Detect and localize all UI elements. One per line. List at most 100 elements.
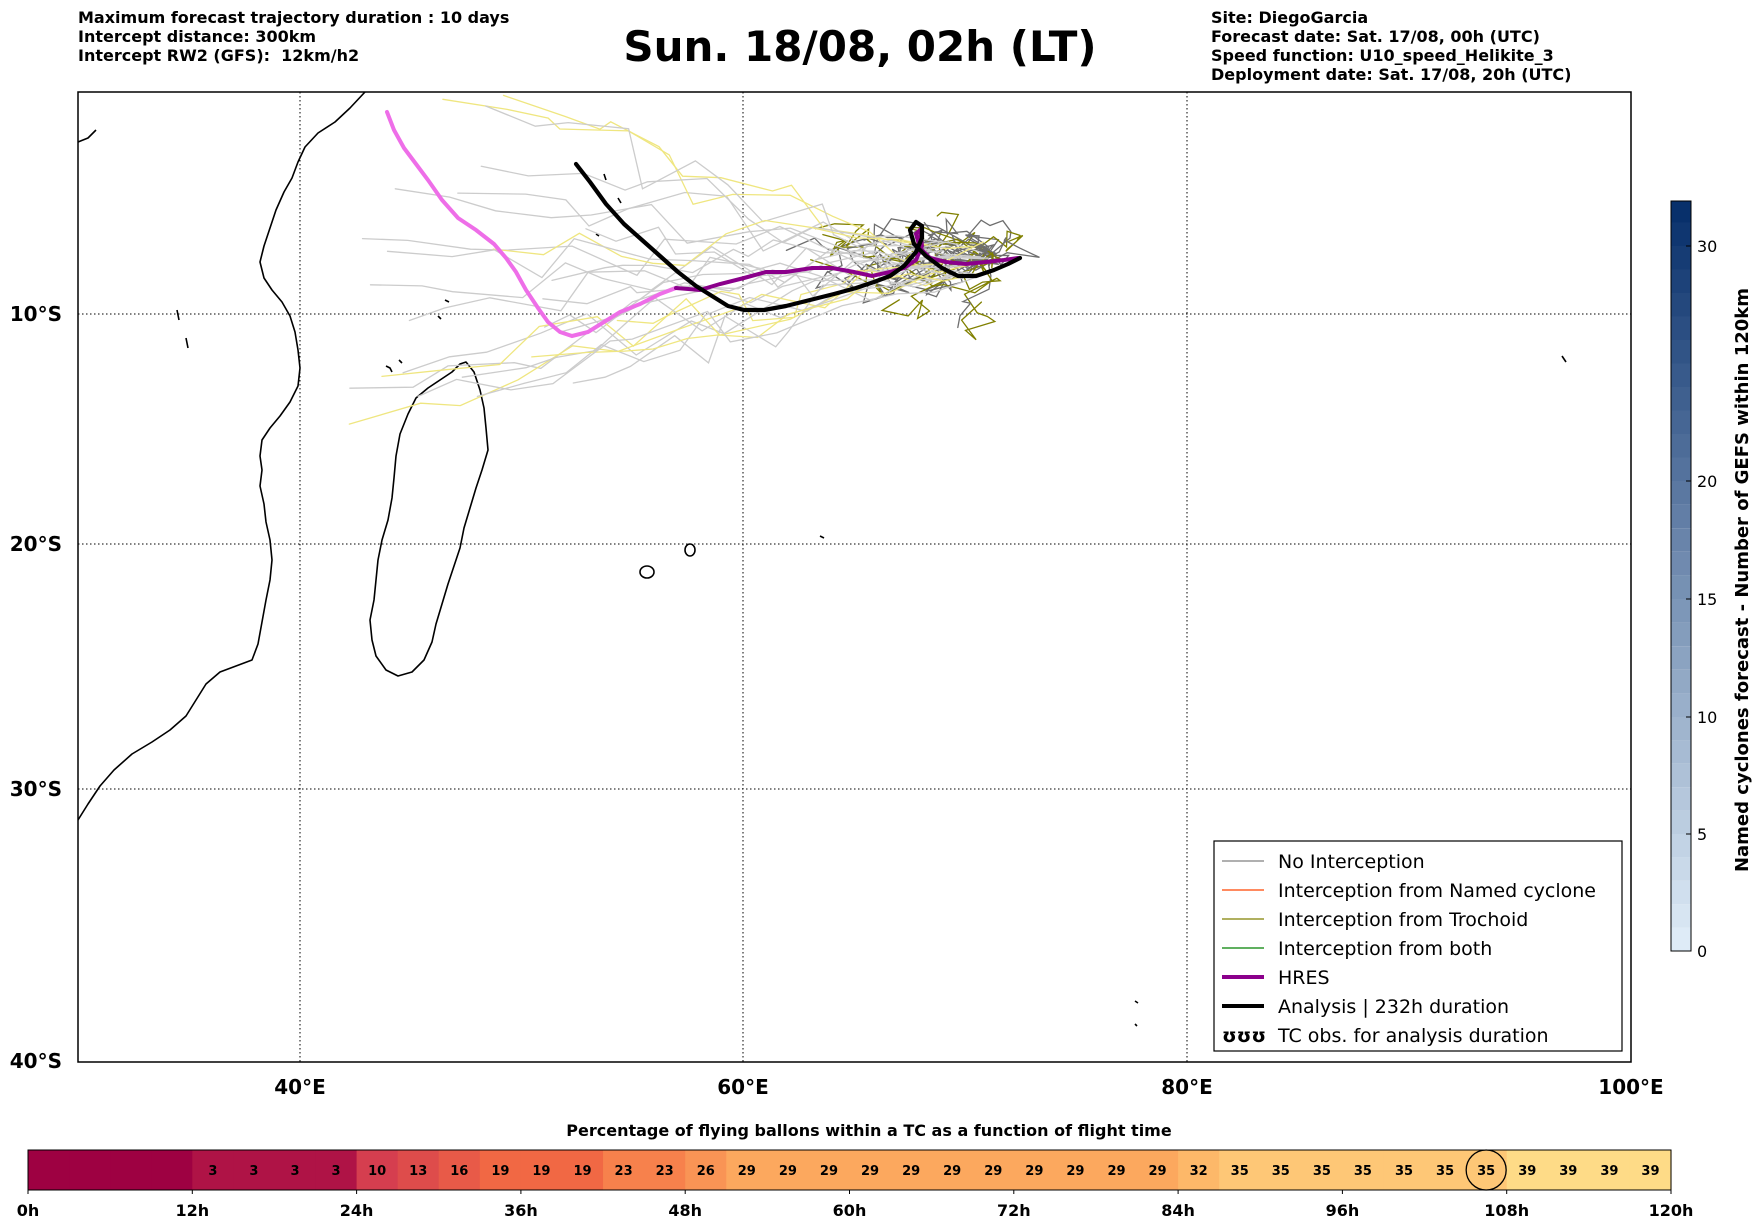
ensemble-trajectory [542,249,951,305]
current-time-marker [1465,1149,1507,1191]
percentage-value: 29 [779,1164,797,1179]
percentage-cell [931,1150,974,1190]
legend-item: Interception from Trochoid [1222,909,1528,931]
percentage-cell [233,1150,276,1190]
colorbar-tick-label: 30 [1697,237,1717,256]
lat-label-40s: 40°S [10,1049,62,1073]
colorbar-segment [1671,363,1691,387]
tc-symbol-icon: ʊʊʊ [1222,1025,1266,1047]
percentage-cell [1383,1150,1426,1190]
time-tick-label: 60h [833,1201,867,1220]
coastlines [78,92,1567,1027]
legend-label: Interception from both [1278,938,1492,960]
percentage-value: 29 [1107,1164,1125,1179]
legend-label: HRES [1278,967,1330,989]
colorbar-segment [1671,622,1691,647]
forecast-date-text: Forecast date: Sat. 17/08, 00h (UTC) [1211,27,1540,46]
named-cyclones-colorbar: 0 5 10 15 20 30 [1670,200,1717,961]
colorbar-segment [1671,669,1691,694]
percentage-cell [849,1150,892,1190]
ensemble-trajectory [386,237,981,284]
site-text: Site: DiegoGarcia [1211,8,1369,27]
comoros [385,359,403,373]
percentage-cell [1588,1150,1631,1190]
percentage-value: 3 [249,1164,258,1179]
colorbar-segment [1671,693,1691,717]
percentage-value: 29 [984,1164,1002,1179]
percentage-cell [479,1150,522,1190]
gridlines [78,92,1631,1062]
ensemble-trajectory [442,98,941,274]
percentage-value: 26 [697,1164,715,1179]
colorbar-segment [1671,880,1691,905]
colorbar-segment [1671,551,1691,576]
percentage-value: 39 [1641,1164,1659,1179]
colorbar-segment [1671,457,1691,481]
percentage-cell [1342,1150,1385,1190]
legend-label: Analysis | 232h duration [1278,996,1509,1018]
percentage-value: 23 [656,1164,674,1179]
forecast-parameters: Maximum forecast trajectory duration : 1… [78,8,509,65]
percentage-value: 39 [1600,1164,1618,1179]
percentage-cell [685,1150,727,1190]
colorbar-frame [1670,200,1692,952]
lon-label-40e: 40°E [274,1075,326,1099]
percentage-cell [644,1150,686,1190]
colorbar-segment [1671,269,1691,293]
africa-coastline [78,92,366,821]
ensemble-trajectory [878,243,995,271]
ensemble-trajectory [408,241,950,322]
percentage-cell [1178,1150,1220,1190]
colorbar-segment [1671,340,1691,364]
percentage-value: 10 [368,1164,386,1179]
legend-box [1213,840,1623,1052]
colorbar-segment [1671,246,1691,270]
colorbar-tick-label: 5 [1697,825,1707,844]
percentage-cell [1137,1150,1179,1190]
time-tick-label: 48h [668,1201,702,1220]
percentage-cell [438,1150,481,1190]
percentage-cell [603,1150,645,1190]
colorbar-segment [1671,316,1691,340]
percentage-value: 29 [861,1164,879,1179]
ensemble-trajectory [394,188,985,260]
percentage-value: 35 [1477,1164,1495,1179]
percentage-cell [520,1150,563,1190]
madagascar-coastline [369,361,489,677]
percentage-cell [808,1150,851,1190]
colorbar-right-label: Named cyclones forecast - Number of GEFS… [1732,288,1753,872]
amsterdam-island [1134,1000,1139,1027]
percentage-cell [69,1150,111,1190]
colorbar-segment [1671,575,1691,599]
legend-item: ʊʊʊ TC obs. for analysis duration [1222,1025,1549,1047]
legend-item: Interception from Named cyclone [1222,880,1596,902]
mauritius [639,565,655,579]
percentage-cell [1054,1150,1097,1190]
legend-item: No Interception [1222,851,1425,873]
colorbar-tick-label: 15 [1697,590,1717,609]
percentage-value: 29 [1025,1164,1043,1179]
time-tick-label: 72h [997,1201,1031,1220]
lon-label-80e: 80°E [1161,1075,1213,1099]
eastern-island [1561,355,1567,363]
percentage-cell [1629,1150,1672,1190]
ensemble-trajectory [880,261,981,320]
site-info: Site: DiegoGarcia Forecast date: Sat. 17… [1211,8,1571,84]
map-frame [77,91,1632,1063]
percentage-cell [356,1150,399,1190]
analysis-trajectory [573,161,1023,313]
ensemble-trajectory [966,219,1012,266]
percentage-value: 16 [450,1164,468,1179]
percentage-value: 23 [615,1164,633,1179]
legend-label: Interception from Named cyclone [1278,880,1596,902]
percentage-cell [151,1150,193,1190]
percentage-cell [110,1150,152,1190]
percentage-cell [1219,1150,1261,1190]
time-tick-label: 36h [504,1201,538,1220]
ensemble-trajectory [960,260,1002,341]
ensemble-trajectory [485,105,964,280]
percentage-value: 19 [491,1164,509,1179]
percentage-value: 39 [1518,1164,1536,1179]
seychelles [437,299,450,320]
time-tick-label: 12h [175,1201,209,1220]
